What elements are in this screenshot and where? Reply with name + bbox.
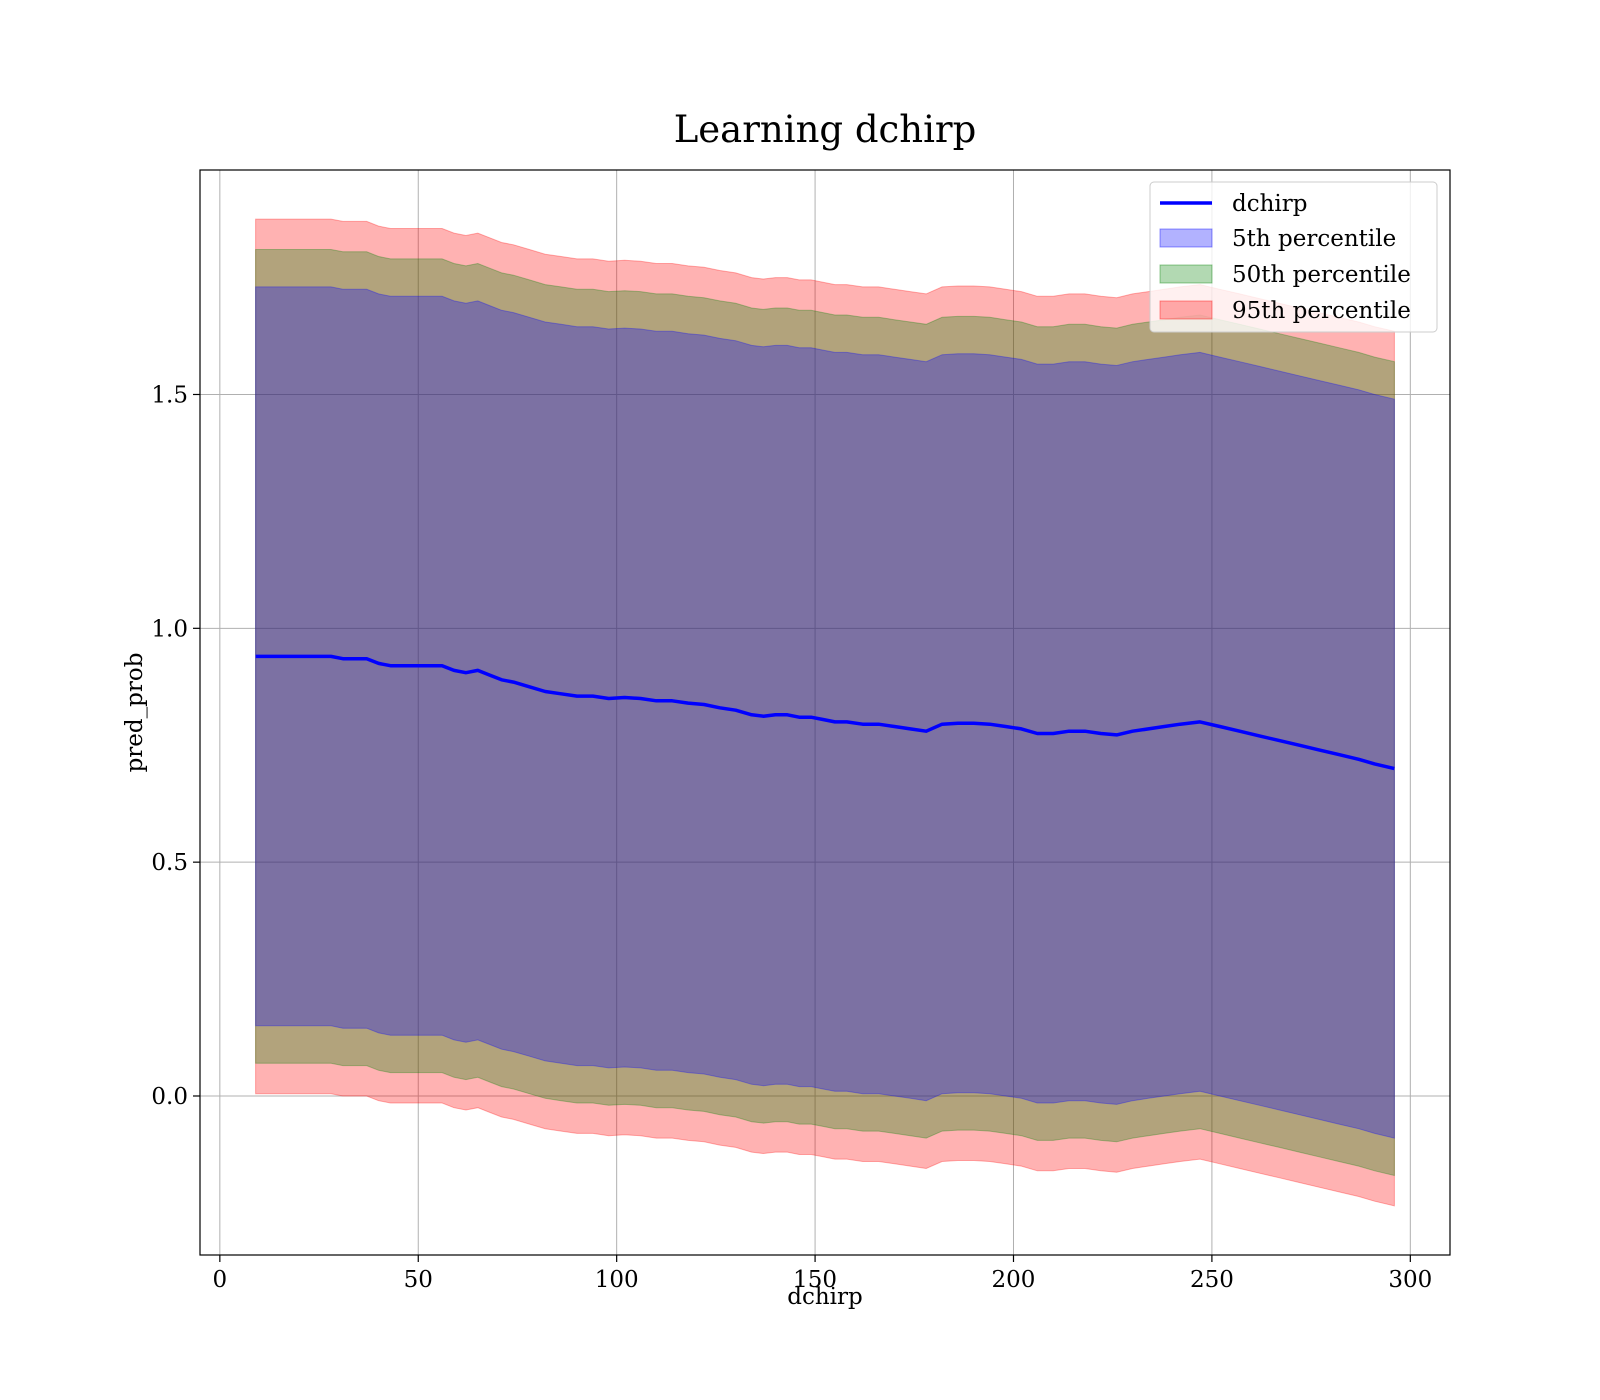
y-ticks: 0.0 0.5 1.0 1.5: [151, 382, 200, 1110]
x-tick-label: 150: [793, 1267, 837, 1293]
band-5th-percentile: [255, 286, 1395, 1139]
x-tick-label: 0: [213, 1267, 228, 1293]
legend-swatch-95th-percentile: [1159, 300, 1213, 320]
legend-label-5th-percentile: 5th percentile: [1232, 226, 1396, 252]
legend-label-50th-percentile: 50th percentile: [1232, 262, 1411, 288]
series-lines: [255, 654, 1395, 771]
series-line-dchirp: [255, 654, 1395, 771]
legend-label-95th-percentile: 95th percentile: [1232, 298, 1411, 324]
x-tick-label: 250: [1190, 1267, 1234, 1293]
x-axis-label: dchirp: [787, 1284, 863, 1310]
chart-title: Learning dchirp: [674, 108, 977, 151]
plot-frame: [199, 169, 1451, 1256]
x-ticks: 0 50 100 150 200 250 300: [213, 1255, 1432, 1293]
legend-swatch-5th-percentile: [1159, 228, 1213, 248]
y-tick-label: 0.5: [151, 850, 188, 876]
x-tick-label: 100: [595, 1267, 639, 1293]
y-tick-label: 1.0: [151, 616, 188, 642]
legend-label-dchirp: dchirp: [1232, 191, 1308, 217]
x-tick-label: 300: [1388, 1267, 1432, 1293]
legend-swatch-50th-percentile: [1159, 264, 1213, 284]
legend-box: [1149, 181, 1438, 333]
band-50th-percentile: [255, 249, 1395, 1177]
x-tick-label: 50: [404, 1267, 433, 1293]
band-95th-percentile: [255, 218, 1395, 1207]
legend: dchirp 5th percentile 50th percentile 95…: [1149, 181, 1438, 333]
y-tick-label: 1.5: [151, 382, 188, 408]
percentile-bands: [255, 218, 1395, 1207]
y-axis-label: pred_prob: [122, 653, 148, 773]
x-tick-label: 200: [992, 1267, 1036, 1293]
y-tick-label: 0.0: [151, 1084, 188, 1110]
grid-lines: [200, 170, 1450, 1255]
